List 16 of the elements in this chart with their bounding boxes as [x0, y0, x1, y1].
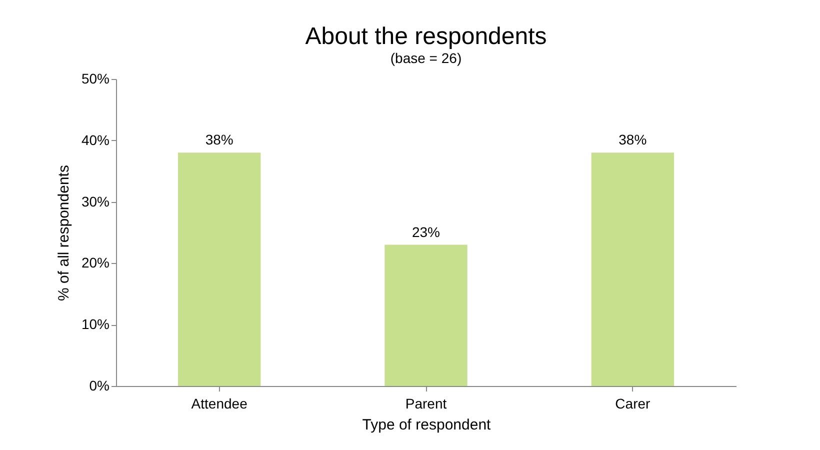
y-tick-label: 0% [89, 378, 110, 394]
data-label: 38% [205, 132, 234, 148]
chart-title: About the respondents [305, 23, 547, 50]
x-axis-title: Type of respondent [362, 416, 492, 434]
x-tick-label: Carer [615, 396, 651, 412]
y-tick-label: 40% [81, 132, 110, 148]
x-tick-label: Attendee [191, 396, 248, 412]
y-tick-label: 20% [81, 254, 110, 271]
y-tick-label: 50% [81, 70, 110, 86]
data-label: 23% [412, 224, 440, 240]
x-tick-label: Parent [405, 396, 447, 412]
y-tick-label: 30% [81, 193, 110, 210]
chart-subtitle: (base = 26) [390, 50, 462, 66]
y-axis-title: % of all respondents [55, 165, 72, 301]
data-label: 38% [618, 132, 647, 148]
y-tick-label: 10% [81, 316, 110, 332]
